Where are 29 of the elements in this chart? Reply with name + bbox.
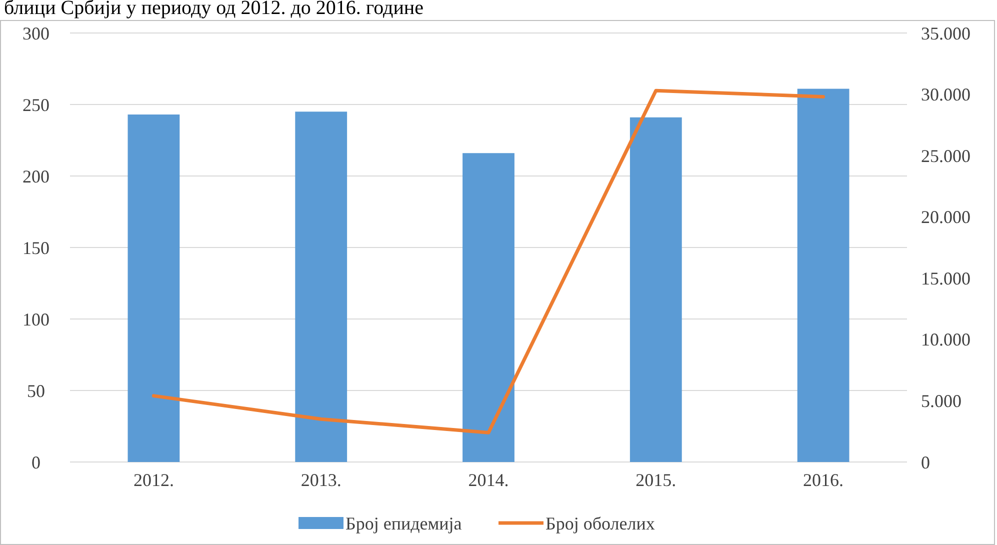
- y-tick-label: 200: [22, 166, 50, 186]
- y-tick-label: 100: [22, 309, 50, 330]
- legend-label: Број епидемија: [346, 513, 462, 534]
- x-tick-label: 2013.: [300, 470, 342, 490]
- y2-tick-label: 20.000: [921, 207, 970, 228]
- y-tick-label: 50: [27, 380, 45, 401]
- chart-title: блици Србији у периоду од 2012. до 2016. године: [4, 0, 424, 19]
- y2-tick-label: 30.000: [921, 84, 970, 105]
- bar: [295, 112, 348, 462]
- x-tick-label: 2016.: [803, 470, 844, 490]
- x-tick-label: 2015.: [636, 470, 676, 490]
- legend-label: Број оболелих: [546, 513, 655, 534]
- bar: [128, 114, 180, 462]
- y2-tick-label: 10.000: [921, 330, 970, 350]
- y-tick-label: 300: [22, 23, 50, 44]
- x-tick-label: 2014.: [468, 470, 509, 490]
- y2-tick-label: 15.000: [921, 268, 970, 288]
- y2-tick-label: 35.000: [921, 23, 970, 44]
- y2-tick-label: 5.000: [921, 391, 962, 412]
- y2-tick-label: 25.000: [921, 146, 970, 166]
- bar: [462, 153, 514, 462]
- y-tick-label: 0: [32, 452, 40, 472]
- x-tick-label: 2012.: [133, 470, 174, 490]
- line-series: [152, 88, 826, 434]
- y2-tick-label: 0: [921, 452, 930, 472]
- y-tick-label: 250: [22, 94, 50, 115]
- bar: [797, 88, 850, 462]
- bar: [630, 117, 682, 462]
- y-tick-label: 150: [22, 238, 50, 258]
